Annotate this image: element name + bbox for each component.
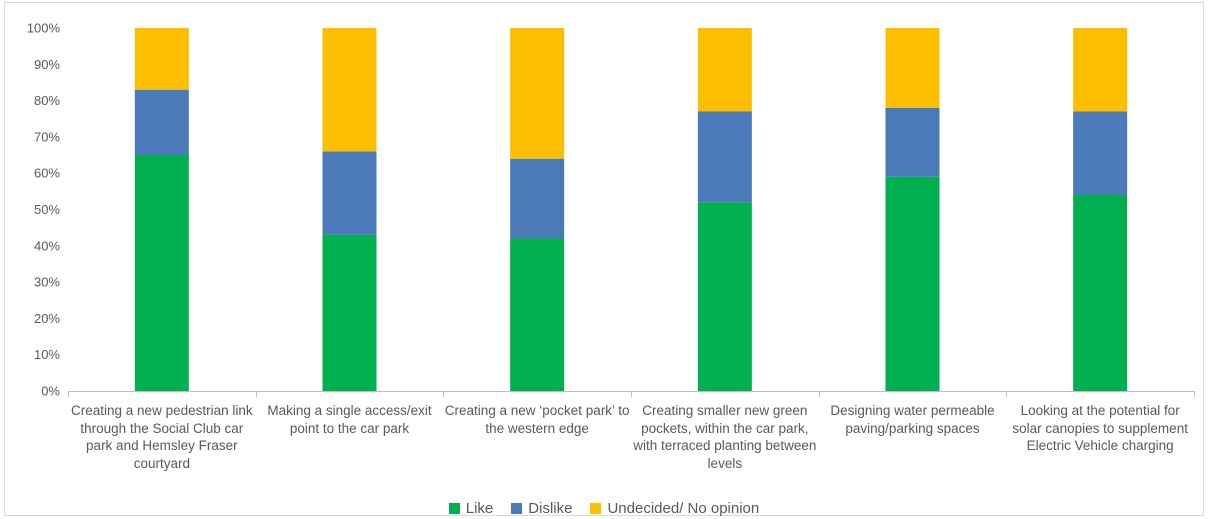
legend-label: Dislike: [528, 500, 573, 517]
bar-segment-dislike: [322, 151, 377, 235]
legend-label: Like: [465, 500, 494, 517]
legend-item: Undecided/ No opinion: [590, 500, 759, 517]
y-tick-label: 10%: [34, 347, 60, 362]
y-tick-label: 70%: [34, 129, 60, 144]
legend-item: Like: [448, 500, 494, 517]
x-category-label: Designing water permeable paving/parking…: [830, 403, 995, 436]
legend: Like Dislike Undecided/ No opinion: [0, 500, 1208, 517]
y-tick-label: 80%: [34, 93, 60, 108]
x-category-label: Looking at the potential for solar canop…: [1012, 403, 1188, 453]
bars: [134, 28, 1128, 391]
legend-swatch: [590, 503, 602, 514]
bar-segment-like: [134, 155, 189, 391]
bar-segment-dislike: [697, 111, 752, 203]
legend-swatch: [511, 503, 523, 514]
bar-segment-like: [697, 202, 752, 391]
y-tick-label: 100%: [27, 21, 61, 36]
y-tick-label: 30%: [34, 275, 60, 290]
y-tick-label: 90%: [34, 57, 60, 72]
chart-frame: [4, 2, 1204, 516]
legend-item: Dislike: [511, 500, 572, 517]
legend-label: Undecided/ No opinion: [607, 500, 760, 517]
x-category-label: Making a single access/exit point to the…: [267, 403, 432, 436]
y-tick-label: 20%: [34, 311, 60, 326]
bar-segment-dislike: [510, 158, 565, 239]
bar-segment-undecided-no-opinion: [885, 28, 940, 108]
y-tick-label: 0%: [41, 384, 60, 399]
bar-segment-dislike: [134, 89, 189, 156]
y-tick-label: 60%: [34, 166, 60, 181]
x-axis-ticks: [68, 391, 1195, 397]
bar-segment-like: [1073, 194, 1128, 391]
bar-segment-undecided-no-opinion: [697, 28, 752, 112]
x-category-label: Creating a new ‘pocket park’ to the west…: [444, 403, 630, 436]
bar-segment-like: [322, 234, 377, 391]
bar-segment-undecided-no-opinion: [134, 28, 189, 90]
y-tick-label: 50%: [34, 202, 60, 217]
bar-segment-dislike: [1073, 111, 1128, 195]
x-category-label: Creating smaller new green pockets, with…: [633, 403, 817, 471]
bar-segment-like: [885, 176, 940, 391]
bar-segment-undecided-no-opinion: [510, 28, 565, 159]
bar-segment-undecided-no-opinion: [1073, 28, 1128, 112]
y-axis: 0% 10% 20% 30% 40% 50% 60% 70% 80% 90% 100%: [27, 21, 61, 399]
bar-segment-undecided-no-opinion: [322, 28, 377, 152]
bar-segment-dislike: [885, 107, 940, 177]
y-tick-label: 40%: [34, 238, 60, 253]
legend-swatch: [448, 503, 460, 514]
bar-segment-like: [510, 238, 565, 391]
x-category-label: Creating a new pedestrian link through t…: [71, 403, 253, 471]
